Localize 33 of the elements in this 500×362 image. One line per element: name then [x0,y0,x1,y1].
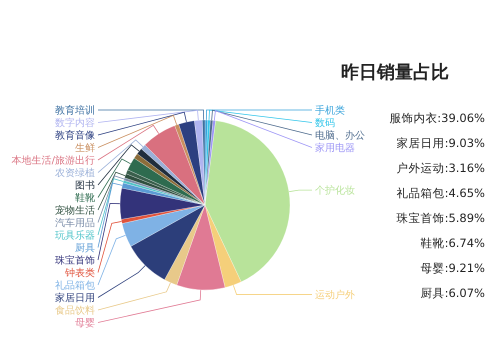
slice-label: 本地生活/旅游出行 [12,154,95,167]
text: 户外运动:3.16% [396,161,486,175]
slice-label: 汽车用品 [55,217,95,230]
slice-label: 家居日用 [55,292,95,304]
slice-label: 玩具乐器 [55,230,95,242]
slice-label: 数码 [315,118,335,130]
text: 礼品箱包:4.65% [396,186,486,200]
slice-label: 厨具 [75,243,95,254]
slice-label: 数字内容 [55,117,95,130]
slice-label: 个护化妆 [315,184,355,197]
slice-label: 家用电器 [315,142,355,154]
slice-label: 礼品箱包 [55,280,95,292]
text: 母婴:9.21% [420,261,486,275]
slice-label: 农资绿植 [55,167,95,180]
chart-title: 昨日销量占比 [341,62,449,83]
text: 鞋靴:6.74% [420,236,486,250]
text: 家居日用:9.03% [396,136,486,150]
slice-label: 电脑、办公 [315,130,365,142]
slice-label: 宠物生活 [55,204,95,217]
text: 服饰内衣:39.06% [389,111,486,125]
slice-label: 教育培训 [55,104,95,117]
slice-label: 母婴 [75,317,95,330]
slice-label: 图书 [75,180,95,192]
slice-label: 鞋靴 [75,192,95,204]
slice-label: 珠宝首饰 [55,254,95,267]
slice-label: 食品饮料 [55,304,95,317]
slice-label: 教育音像 [55,130,95,142]
slice-label: 生鲜 [75,142,95,154]
text: 珠宝首饰:5.89% [396,211,486,225]
slice-label: 手机类 [315,104,345,117]
text: 厨具:6.07% [420,286,486,300]
slice-label: 钟表类 [64,267,95,280]
slice-label: 运动户外 [315,289,355,302]
